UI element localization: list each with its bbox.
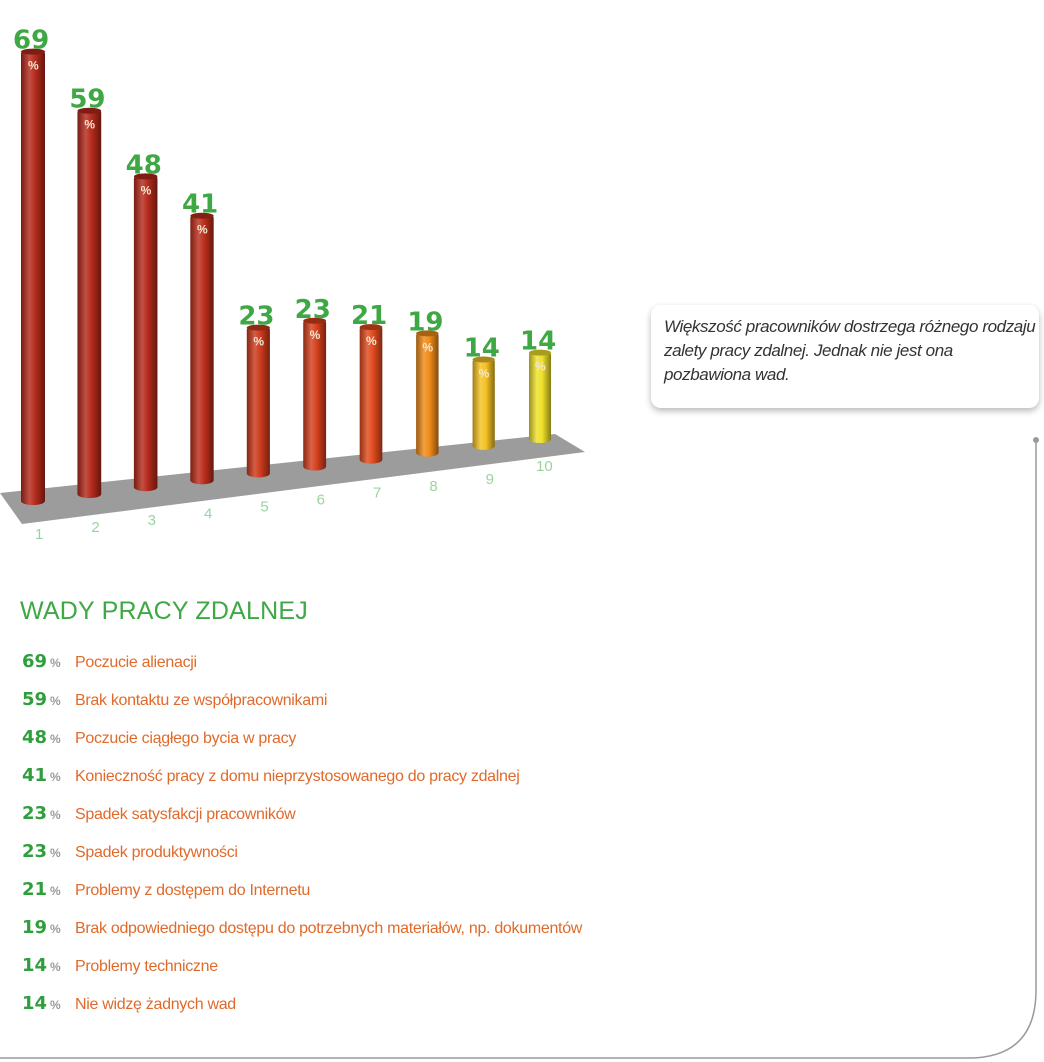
item-value: 14 — [22, 993, 48, 1014]
bar-cap-10 — [529, 349, 551, 356]
item-percent-sign: % — [50, 770, 61, 784]
x-tick-7: 7 — [373, 485, 381, 502]
item-percent-sign: % — [50, 922, 61, 936]
x-tick-3: 3 — [148, 512, 156, 529]
bar-8 — [416, 331, 439, 457]
item-percent-sign: % — [50, 884, 61, 898]
item-value: 23 — [22, 841, 48, 862]
unit-label-7: % — [366, 334, 377, 348]
item-value: 23 — [22, 803, 48, 824]
list-item: 48 % Poczucie ciągłego bycia w pracy — [22, 727, 582, 765]
unit-label-9: % — [479, 366, 490, 380]
data-label-1: 69 — [13, 26, 49, 56]
data-label-5: 23 — [238, 302, 274, 332]
bar-cap-6 — [303, 317, 327, 324]
data-label-4: 41 — [182, 190, 218, 220]
item-label: Brak kontaktu ze współpracownikami — [75, 692, 328, 709]
unit-label-2: % — [84, 118, 95, 132]
data-label-3: 48 — [126, 150, 162, 180]
unit-label-10: % — [535, 360, 546, 374]
frame-line — [0, 437, 1039, 1059]
x-tick-10: 10 — [536, 458, 553, 475]
item-label: Problemy techniczne — [75, 958, 218, 975]
item-value: 69 — [22, 651, 48, 672]
item-percent-sign: % — [50, 808, 61, 822]
bar-cap-5 — [246, 324, 270, 331]
item-label: Spadek satysfakcji pracowników — [75, 806, 296, 823]
item-value: 59 — [22, 689, 48, 710]
list-item: 23 % Spadek produktywności — [22, 841, 582, 879]
list-item: 14 % Problemy techniczne — [22, 955, 582, 993]
legend-list: 69 % Poczucie alienacji 59 % Brak kontak… — [22, 651, 582, 1031]
unit-label-8: % — [422, 340, 433, 354]
list-item: 21 % Problemy z dostępem do Internetu — [22, 879, 582, 917]
bar-cap-7 — [359, 324, 383, 331]
data-label-9: 14 — [464, 333, 500, 363]
item-percent-sign: % — [50, 960, 61, 974]
list-item: 14 % Nie widzę żadnych wad — [22, 993, 582, 1031]
bar-3 — [133, 174, 158, 492]
bar-cap-1 — [21, 48, 45, 55]
bar-cap-3 — [133, 173, 158, 180]
x-tick-6: 6 — [317, 492, 325, 509]
unit-label-3: % — [141, 183, 152, 197]
item-percent-sign: % — [50, 846, 61, 860]
item-label: Poczucie alienacji — [75, 654, 197, 671]
callout-text: Większość pracowników dostrzega różnego … — [664, 317, 1036, 384]
bar-6 — [303, 318, 327, 471]
item-label: Poczucie ciągłego bycia w pracy — [75, 730, 297, 747]
bar-cap-2 — [77, 107, 102, 114]
bar-7 — [359, 325, 383, 464]
section-title: WADY PRACY ZDALNEJ — [20, 597, 308, 625]
bar-1 — [21, 49, 45, 505]
item-label: Problemy z dostępem do Internetu — [75, 882, 310, 899]
bar-9 — [472, 357, 495, 450]
data-label-6: 23 — [295, 295, 331, 325]
item-label: Brak odpowiedniego dostępu do potrzebnyc… — [75, 920, 583, 937]
list-item: 41 % Konieczność pracy z domu nieprzysto… — [22, 765, 582, 803]
data-label-8: 19 — [407, 307, 443, 337]
callout-box: Większość pracowników dostrzega różnego … — [651, 305, 1039, 408]
unit-label-1: % — [28, 59, 39, 73]
list-item: 59 % Brak kontaktu ze współpracownikami — [22, 689, 582, 727]
x-tick-2: 2 — [91, 519, 99, 536]
item-percent-sign: % — [50, 998, 61, 1012]
chart-floor — [0, 434, 585, 524]
bar-5 — [246, 325, 270, 478]
list-item: 23 % Spadek satysfakcji pracowników — [22, 803, 582, 841]
bar-10 — [529, 350, 551, 443]
list-item: 19 % Brak odpowiedniego dostępu do potrz… — [22, 917, 582, 955]
x-tick-9: 9 — [486, 471, 494, 488]
bar-cap-8 — [416, 330, 439, 337]
item-label: Nie widzę żadnych wad — [75, 996, 236, 1013]
item-value: 48 — [22, 727, 48, 748]
x-tick-4: 4 — [204, 505, 212, 522]
item-label: Spadek produktywności — [75, 844, 238, 861]
item-percent-sign: % — [50, 694, 61, 708]
item-value: 41 — [22, 765, 48, 786]
item-value: 21 — [22, 879, 48, 900]
item-value: 19 — [22, 917, 48, 938]
bar-cap-9 — [472, 356, 495, 363]
bar-2 — [77, 108, 102, 499]
item-percent-sign: % — [50, 732, 61, 746]
item-value: 14 — [22, 955, 48, 976]
unit-label-6: % — [310, 328, 321, 342]
data-label-10: 14 — [520, 327, 556, 357]
bar-cap-4 — [190, 212, 214, 219]
item-label: Konieczność pracy z domu nieprzystosowan… — [75, 768, 520, 785]
unit-label-5: % — [253, 335, 264, 349]
list-item: 69 % Poczucie alienacji — [22, 651, 582, 689]
data-label-7: 21 — [351, 301, 387, 331]
data-label-2: 59 — [69, 85, 105, 115]
x-tick-8: 8 — [429, 478, 437, 495]
x-tick-5: 5 — [260, 498, 268, 515]
item-percent-sign: % — [50, 656, 61, 670]
bar-4 — [190, 213, 214, 485]
x-tick-1: 1 — [35, 526, 43, 543]
unit-label-4: % — [197, 223, 208, 237]
